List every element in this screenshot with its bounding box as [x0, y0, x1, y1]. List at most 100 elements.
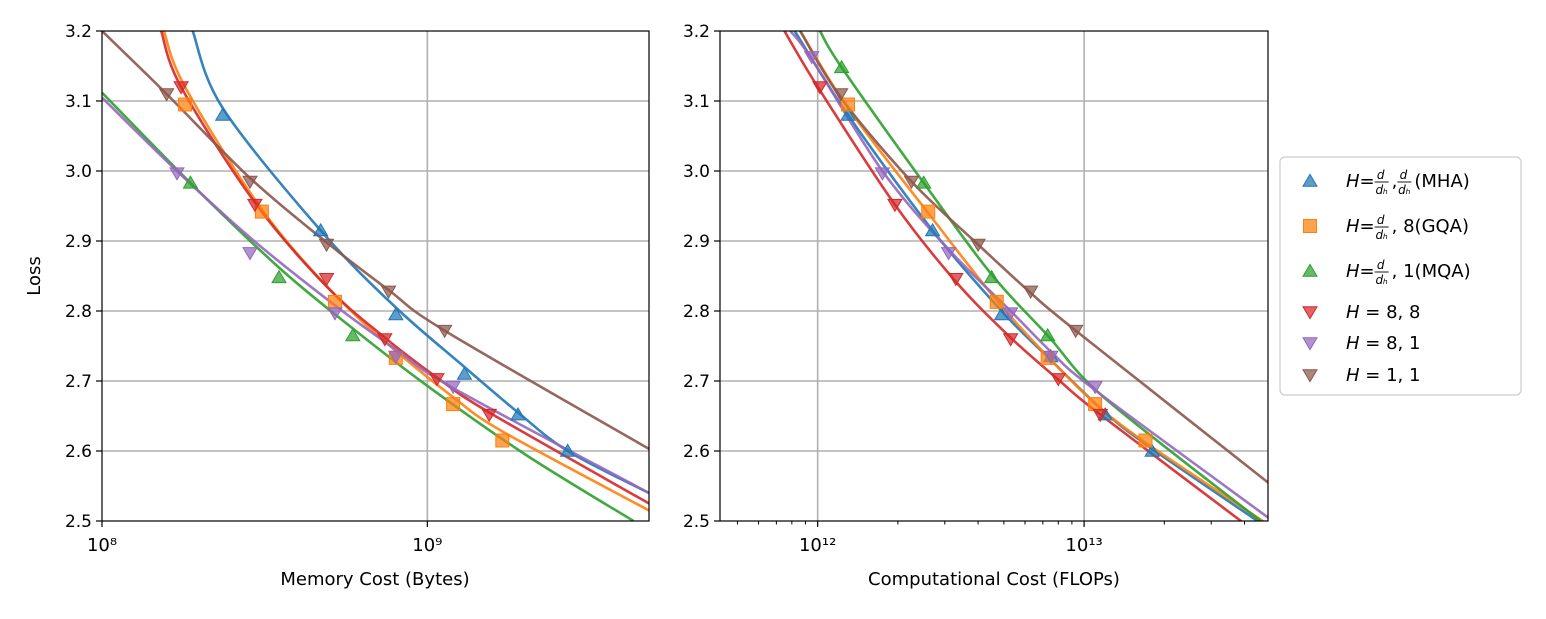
- data-point-h88: [429, 373, 445, 387]
- fit-line-h81: [789, 31, 1268, 519]
- data-point-h88: [173, 81, 189, 95]
- legend-text-part: (MQA): [1415, 261, 1471, 282]
- data-point-gqa: [254, 204, 269, 219]
- y-tick-label: 3.1: [683, 92, 710, 112]
- data-point-gqa: [446, 397, 461, 412]
- fit-line-mha: [793, 31, 1261, 521]
- y-tick-label: 2.8: [683, 302, 710, 322]
- legend-marker-h11: [1302, 369, 1318, 383]
- data-point-h81: [327, 307, 343, 321]
- data-point-h11: [1022, 285, 1039, 300]
- data-point-mqa: [182, 175, 199, 189]
- fit-line-mqa: [818, 31, 1262, 521]
- legend-text-part: , 1: [1392, 261, 1415, 282]
- y-tick-label: 2.5: [683, 512, 710, 532]
- data-point-gqa: [921, 204, 936, 219]
- data-point-gqa: [495, 433, 510, 448]
- data-point-h81: [387, 350, 404, 365]
- axis-ticks: 2.5 2.6 2.7 2.8 2.9 3.0 3.1 3.2 10⁸ 10⁹: [65, 22, 442, 556]
- legend-marker-h81: [1302, 337, 1318, 351]
- x-tick-label: 10⁸: [87, 535, 117, 556]
- data-point-mha: [840, 107, 856, 121]
- legend-text-part: (GQA): [1415, 216, 1469, 237]
- data-point-h11: [380, 285, 397, 300]
- data-markers: [158, 81, 576, 457]
- data-point-h88: [481, 408, 498, 423]
- legend-frac-den: dₕ: [1375, 273, 1388, 287]
- y-tick-label: 3.2: [683, 22, 710, 42]
- plot-frame: [719, 30, 1269, 522]
- y-tick-label: 2.9: [65, 232, 92, 252]
- legend-text-part: (MHA): [1414, 171, 1469, 192]
- data-point-gqa: [1088, 397, 1103, 412]
- y-tick-label: 2.6: [65, 442, 92, 462]
- data-point-gqa: [989, 294, 1004, 309]
- data-point-h81: [242, 247, 258, 261]
- data-point-h81: [169, 167, 185, 181]
- data-point-h81: [1087, 380, 1104, 395]
- data-point-h81: [445, 380, 461, 395]
- x-axis-label: Computational Cost (FLOPs): [868, 569, 1120, 590]
- data-point-mqa: [833, 59, 850, 74]
- legend-box: [1279, 156, 1522, 396]
- legend-frac-num: d: [1400, 168, 1408, 182]
- legend-text-part: H: [1346, 216, 1360, 237]
- fit-line-h11: [799, 31, 1268, 484]
- legend-text-part: =: [1360, 216, 1375, 237]
- data-point-mqa: [1039, 327, 1056, 342]
- data-point-h11: [903, 175, 920, 190]
- data-point-h88: [376, 333, 393, 347]
- y-tick-label: 2.8: [65, 302, 92, 322]
- y-tick-label: 3.1: [65, 92, 92, 112]
- y-tick-label: 3.0: [65, 162, 92, 182]
- data-point-mha: [924, 222, 941, 237]
- y-tick-label: 3.2: [65, 22, 92, 42]
- legend-frac-den: dₕ: [1375, 183, 1388, 197]
- plot-frame: [101, 30, 650, 522]
- legend-marker-mqa: [1302, 263, 1318, 277]
- memory-cost-panel: 2.5 2.6 2.7 2.8 2.9 3.0 3.1 3.2 10⁸ 10⁹ Memory Co…: [24, 22, 650, 590]
- data-point-h11: [318, 238, 335, 253]
- data-point-mha: [387, 306, 404, 321]
- data-point-mha: [559, 443, 576, 457]
- data-point-mha: [456, 366, 473, 380]
- data-markers: [803, 51, 1160, 457]
- data-point-h81: [1042, 350, 1059, 365]
- y-tick-label: 2.6: [683, 442, 710, 462]
- data-point-h88: [1092, 408, 1109, 423]
- data-point-h11: [970, 238, 986, 253]
- legend-text-part: =: [1360, 171, 1375, 192]
- fit-line-h81: [102, 96, 649, 495]
- legend-frac-den: dₕ: [1375, 228, 1388, 242]
- y-tick-label: 3.0: [683, 162, 710, 182]
- y-tick-label: 2.7: [683, 372, 710, 392]
- legend-text-part: H: [1346, 171, 1360, 192]
- x-axis-label: Memory Cost (Bytes): [280, 569, 469, 590]
- data-point-h81: [1002, 307, 1019, 321]
- data-point-h11: [242, 175, 258, 190]
- legend-label-h81: H = 8, 1: [1346, 333, 1420, 354]
- data-point-mqa: [344, 327, 361, 342]
- data-point-h11: [832, 88, 849, 102]
- data-point-mha: [510, 406, 526, 421]
- legend-marker-mha: [1302, 173, 1318, 187]
- fit-curves: [783, 31, 1268, 521]
- data-point-mqa: [983, 269, 1000, 284]
- legend-text-part: , 8: [1392, 216, 1415, 237]
- legend-frac-num: d: [1377, 213, 1385, 227]
- data-point-h11: [436, 324, 453, 339]
- data-point-h81: [940, 247, 957, 261]
- y-tick-label: 2.9: [683, 232, 710, 252]
- axis-ticks: 2.5 2.6 2.7 2.8 2.9 3.0 3.1 3.2 10¹² 10¹³: [683, 22, 1246, 556]
- legend-frac-num: d: [1377, 258, 1385, 272]
- data-point-h88: [947, 273, 964, 287]
- legend-marker-gqa: [1303, 219, 1317, 233]
- computational-cost-panel: 2.5 2.6 2.7 2.8 2.9 3.0 3.1 3.2 10¹² 10¹³ Computa…: [683, 22, 1269, 590]
- data-point-h88: [246, 198, 263, 213]
- legend-frac-num: d: [1377, 168, 1385, 182]
- legend-frac-den: dₕ: [1398, 183, 1411, 197]
- data-point-gqa: [178, 97, 193, 112]
- y-axis-label: Loss: [24, 256, 45, 295]
- legend-text-part: ,: [1392, 171, 1398, 192]
